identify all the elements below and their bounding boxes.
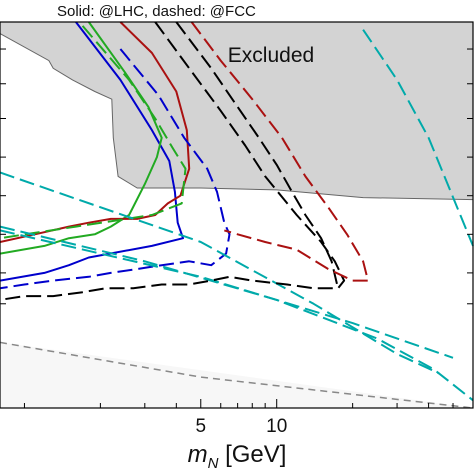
x-axis-label: mN [GeV] bbox=[0, 441, 474, 472]
series-11-dashed-line bbox=[175, 21, 339, 289]
series-3-solid-line bbox=[0, 21, 191, 243]
ticks-layer: 5 10 bbox=[0, 48, 473, 437]
plot-frame bbox=[0, 21, 474, 409]
x-label-main: m bbox=[187, 441, 208, 468]
series-0-dashed-line bbox=[0, 341, 474, 409]
x-tick-label-10: 10 bbox=[266, 416, 287, 437]
series-5-dashed-line bbox=[0, 48, 231, 290]
series-8-dashed-line bbox=[0, 229, 454, 359]
x-label-sub: N bbox=[207, 454, 219, 472]
series-4-dashed-line bbox=[0, 25, 187, 240]
curves-layer bbox=[0, 21, 474, 409]
excluded-label: Excluded bbox=[228, 44, 314, 67]
series-1-solid-line bbox=[0, 21, 184, 282]
series-12-dashed-line bbox=[190, 21, 369, 282]
series-9-dashed-line bbox=[362, 29, 474, 247]
x-label-unit: [GeV] bbox=[225, 441, 287, 468]
x-tick-label-5: 5 bbox=[195, 416, 206, 437]
series-7-dashed-line bbox=[0, 225, 474, 402]
chart-title: Solid: @LHC, dashed: @FCC bbox=[57, 3, 256, 20]
region-light-region bbox=[0, 342, 473, 408]
series-6-dashed-line bbox=[0, 171, 440, 375]
series-10-dashed-line bbox=[0, 21, 346, 301]
